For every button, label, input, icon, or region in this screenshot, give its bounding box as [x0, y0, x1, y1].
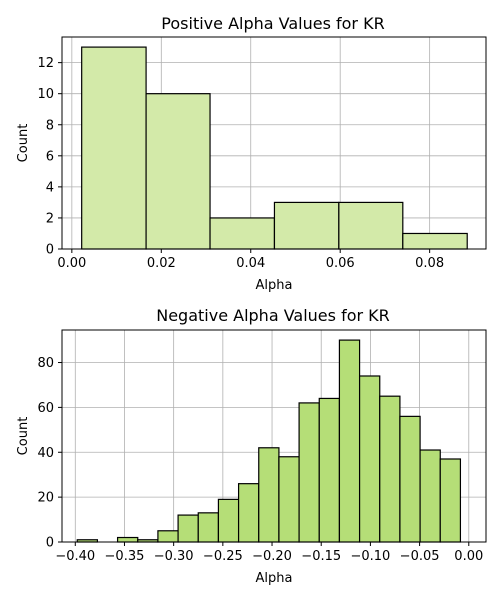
x-tick-label: −0.35: [105, 549, 145, 564]
histogram-bar: [157, 530, 179, 543]
x-tick-label: −0.25: [203, 549, 243, 564]
y-axis-label: Count: [16, 124, 31, 163]
x-axis-label: Alpha: [256, 571, 293, 586]
chart-title: Positive Alpha Values for KR: [161, 14, 384, 33]
axes-frame: [61, 36, 487, 250]
x-tick-label: −0.15: [301, 549, 341, 564]
histogram-bar: [209, 217, 276, 250]
x-tick-label: 0.00: [57, 256, 86, 271]
histogram-bar: [145, 93, 211, 250]
histogram-bar: [258, 447, 280, 543]
histogram-bar: [197, 512, 220, 543]
histogram-bar: [402, 232, 468, 250]
x-tick-label: −0.40: [55, 549, 95, 564]
y-tick-label: 10: [37, 87, 54, 102]
histogram-bar: [419, 449, 441, 543]
x-tick-label: 0.08: [415, 256, 444, 271]
histogram-bar: [399, 415, 421, 543]
x-tick-label: −0.30: [154, 549, 194, 564]
histogram-bar: [379, 395, 401, 543]
y-tick-label: 0: [46, 243, 54, 258]
y-tick-label: 60: [37, 401, 54, 416]
y-tick-label: 20: [37, 491, 54, 506]
histogram-bar: [338, 201, 404, 250]
chart-title: Negative Alpha Values for KR: [156, 306, 390, 325]
positive-alpha-histogram: Positive Alpha Values for KR 0.00 0.02 0.0…: [16, 14, 487, 293]
y-tick-label: 6: [46, 149, 54, 164]
x-tick-label: 0.00: [454, 549, 483, 564]
y-tick-label: 8: [46, 118, 54, 133]
x-tick-label: 0.04: [236, 256, 265, 271]
x-tick-label: 0.06: [326, 256, 355, 271]
histogram-bar: [439, 458, 462, 543]
histogram-bar: [217, 498, 240, 543]
histogram-bar: [298, 402, 320, 543]
histogram-bar: [177, 514, 199, 543]
x-axis-label: Alpha: [256, 278, 293, 293]
histogram-bar: [318, 397, 341, 543]
x-tick-label: −0.05: [400, 549, 440, 564]
y-tick-label: 80: [37, 356, 54, 371]
histogram-bar: [278, 456, 300, 543]
histogram-bar: [116, 536, 139, 543]
y-tick-label: 4: [46, 180, 54, 195]
histogram-bar: [237, 483, 260, 543]
histogram-bar: [273, 201, 340, 250]
y-tick-label: 0: [46, 536, 54, 551]
histogram-bar: [338, 339, 361, 543]
histogram-bar: [358, 375, 381, 543]
histogram-bar: [81, 46, 147, 250]
y-tick-label: 40: [37, 446, 54, 461]
x-tick-label: 0.02: [147, 256, 176, 271]
x-tick-label: −0.10: [350, 549, 390, 564]
y-tick-label: 2: [46, 211, 54, 226]
y-axis-label: Count: [16, 417, 31, 456]
negative-alpha-histogram: Negative Alpha Values for KR −0.40 −0.35−…: [16, 306, 487, 586]
y-tick-label: 12: [37, 56, 54, 71]
x-tick-label: −0.20: [252, 549, 292, 564]
axes-frame: [61, 329, 487, 543]
